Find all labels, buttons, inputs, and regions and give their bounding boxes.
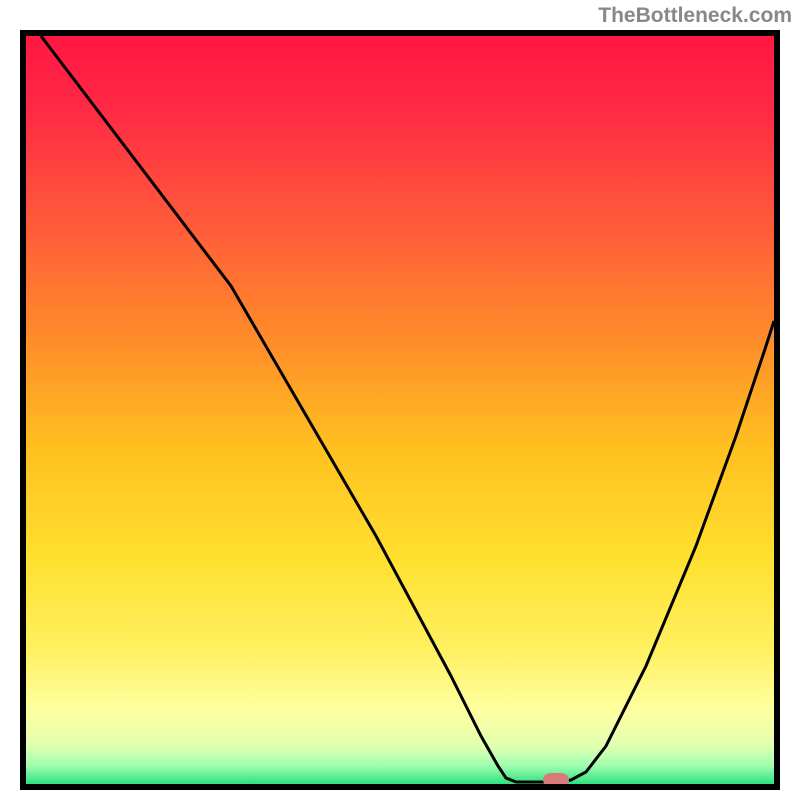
minimum-marker [543, 773, 569, 784]
watermark-text: TheBottleneck.com [598, 4, 792, 28]
bottleneck-curve [41, 36, 774, 782]
curve-layer [26, 36, 774, 784]
plot-frame [20, 30, 780, 790]
